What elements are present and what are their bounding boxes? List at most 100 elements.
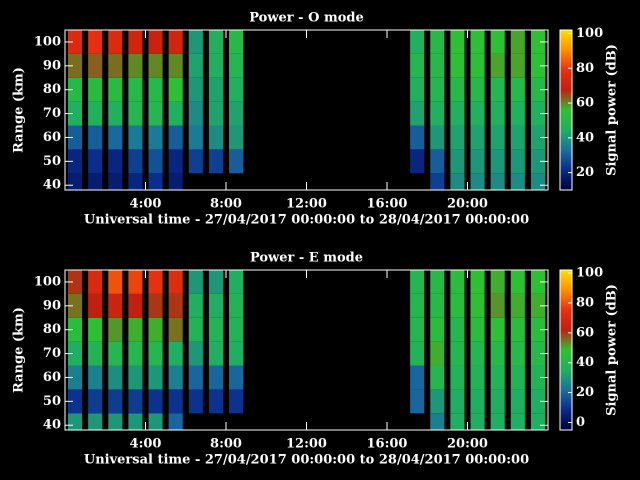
cell (168, 125, 183, 150)
cell (410, 125, 425, 150)
cell (490, 101, 505, 126)
y-tick-label: 100 (34, 274, 61, 289)
cell (450, 101, 465, 126)
cell (208, 30, 223, 54)
cell (88, 365, 103, 390)
x-axis-label: Universal time - 27/04/2017 00:00:00 to … (84, 213, 529, 228)
cell (430, 413, 445, 430)
cell (68, 149, 83, 174)
cell (68, 30, 83, 54)
x-tick-label: 20:00 (447, 437, 488, 452)
colorbar-tick-label: 0 (576, 415, 585, 430)
cell (470, 101, 485, 126)
colorbar-tick-label: 80 (576, 61, 594, 76)
x-tick-label: 12:00 (286, 197, 327, 212)
cell (470, 270, 485, 294)
cell (108, 293, 123, 318)
cell (229, 30, 244, 54)
cell (510, 317, 525, 342)
cell (188, 317, 203, 342)
cell (148, 53, 163, 78)
cell (68, 413, 83, 430)
cell (148, 317, 163, 342)
cell (510, 149, 525, 174)
cell (470, 341, 485, 366)
cell (430, 173, 445, 190)
cell (510, 125, 525, 150)
cell (229, 53, 244, 78)
cell (168, 77, 183, 102)
cell (430, 365, 445, 390)
chart-title: Power - O mode (249, 11, 364, 26)
cell (530, 173, 545, 190)
cell (229, 389, 244, 414)
colorbar-tick-label: 100 (576, 26, 603, 41)
cell (88, 270, 103, 294)
cell (410, 317, 425, 342)
cell (208, 53, 223, 78)
cell (148, 270, 163, 294)
cell (88, 77, 103, 102)
cell (168, 270, 183, 294)
y-tick-label: 60 (43, 130, 61, 145)
cell (530, 270, 545, 294)
cell (108, 125, 123, 150)
cell (108, 389, 123, 414)
cell (188, 270, 203, 294)
cell (490, 365, 505, 390)
cell (128, 293, 143, 318)
colorbar-tick-label: 80 (576, 295, 594, 310)
cell (148, 125, 163, 150)
cell (530, 341, 545, 366)
cell (208, 365, 223, 390)
x-tick-label: 8:00 (210, 197, 242, 212)
cell (450, 341, 465, 366)
cell (168, 389, 183, 414)
cell (410, 293, 425, 318)
cell (128, 173, 143, 190)
cell (450, 149, 465, 174)
cell (88, 389, 103, 414)
cell (68, 173, 83, 190)
colorbar-tick-label: 60 (576, 96, 594, 111)
cell (148, 341, 163, 366)
cell (490, 413, 505, 430)
cell (410, 149, 425, 174)
cell (88, 101, 103, 126)
cell (450, 30, 465, 54)
cell (128, 101, 143, 126)
cell (108, 30, 123, 54)
cell (128, 270, 143, 294)
cell (430, 317, 445, 342)
y-tick-label: 80 (43, 322, 61, 337)
cell (229, 77, 244, 102)
cell (430, 293, 445, 318)
cell (88, 413, 103, 430)
cell (148, 101, 163, 126)
cell (88, 317, 103, 342)
cell (530, 77, 545, 102)
y-tick-label: 70 (43, 106, 61, 121)
cell (88, 53, 103, 78)
cell (470, 77, 485, 102)
chart-title: Power - E mode (250, 251, 363, 266)
cell (68, 270, 83, 294)
x-tick-label: 8:00 (210, 437, 242, 452)
cell (208, 317, 223, 342)
cell (188, 53, 203, 78)
cell (68, 125, 83, 150)
cell (168, 149, 183, 174)
cell (430, 30, 445, 54)
cell (88, 125, 103, 150)
cell (208, 293, 223, 318)
cell (148, 389, 163, 414)
x-tick-label: 20:00 (447, 197, 488, 212)
cell (450, 53, 465, 78)
cell (208, 270, 223, 294)
cell (168, 53, 183, 78)
cell (510, 173, 525, 190)
cell (108, 149, 123, 174)
cell (108, 53, 123, 78)
cell (490, 341, 505, 366)
